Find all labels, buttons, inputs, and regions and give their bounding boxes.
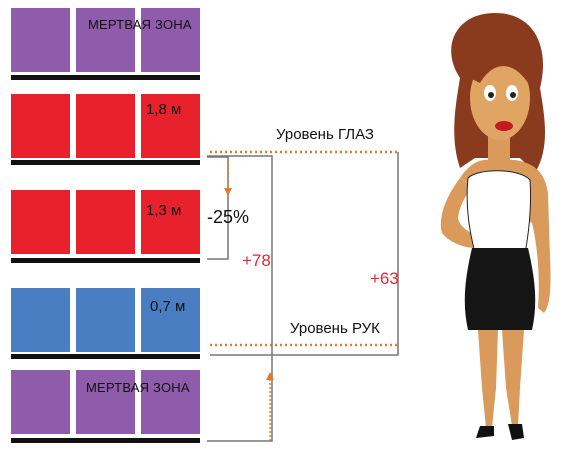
product-box bbox=[11, 8, 70, 72]
plus63-label: +63 bbox=[370, 269, 399, 288]
product-box bbox=[11, 190, 70, 254]
height-label-0-7m: 0,7 м bbox=[150, 298, 186, 315]
shelf-row-1-3m bbox=[11, 190, 200, 254]
drop-bracket bbox=[207, 156, 229, 260]
product-box bbox=[76, 8, 135, 72]
eye-level-label: Уровень ГЛАЗ bbox=[276, 126, 374, 143]
product-box bbox=[141, 8, 200, 72]
product-box bbox=[11, 288, 70, 352]
dead-zone-bottom-label: МЕРТВАЯ ЗОНА bbox=[86, 380, 190, 395]
shelf-line bbox=[11, 354, 200, 359]
height-label-1-8m: 1,8 м bbox=[146, 101, 182, 118]
product-box bbox=[141, 190, 200, 254]
up-arrow-icon bbox=[266, 372, 274, 380]
shelf-row-dead-zone-top bbox=[11, 8, 200, 72]
shelf-line bbox=[11, 75, 200, 80]
product-box bbox=[76, 190, 135, 254]
woman-figure-icon bbox=[440, 13, 551, 440]
shelf-row-0-7m bbox=[11, 288, 200, 352]
shelf-line bbox=[11, 258, 200, 263]
shelf-line bbox=[11, 438, 200, 443]
product-box bbox=[141, 94, 200, 158]
product-box bbox=[11, 370, 70, 434]
hand-level-label: Уровень РУК bbox=[290, 320, 380, 337]
shelf-line bbox=[11, 160, 200, 165]
shelf-row-dead-zone-bottom bbox=[11, 370, 200, 434]
plus78-bracket bbox=[207, 155, 273, 442]
plus63-bracket bbox=[210, 152, 399, 356]
product-box bbox=[141, 288, 200, 352]
plus78-label: +78 bbox=[242, 251, 271, 270]
height-label-1-3m: 1,3 м bbox=[146, 202, 182, 219]
product-box bbox=[141, 370, 200, 434]
shelf-row-1-8m bbox=[11, 94, 200, 158]
drop-percent-label: -25% bbox=[207, 207, 250, 227]
product-box bbox=[76, 94, 135, 158]
product-box bbox=[76, 370, 135, 434]
product-box bbox=[11, 94, 70, 158]
product-box bbox=[76, 288, 135, 352]
down-arrow-icon bbox=[224, 188, 232, 196]
dead-zone-top-label: МЕРТВАЯ ЗОНА bbox=[88, 17, 192, 32]
